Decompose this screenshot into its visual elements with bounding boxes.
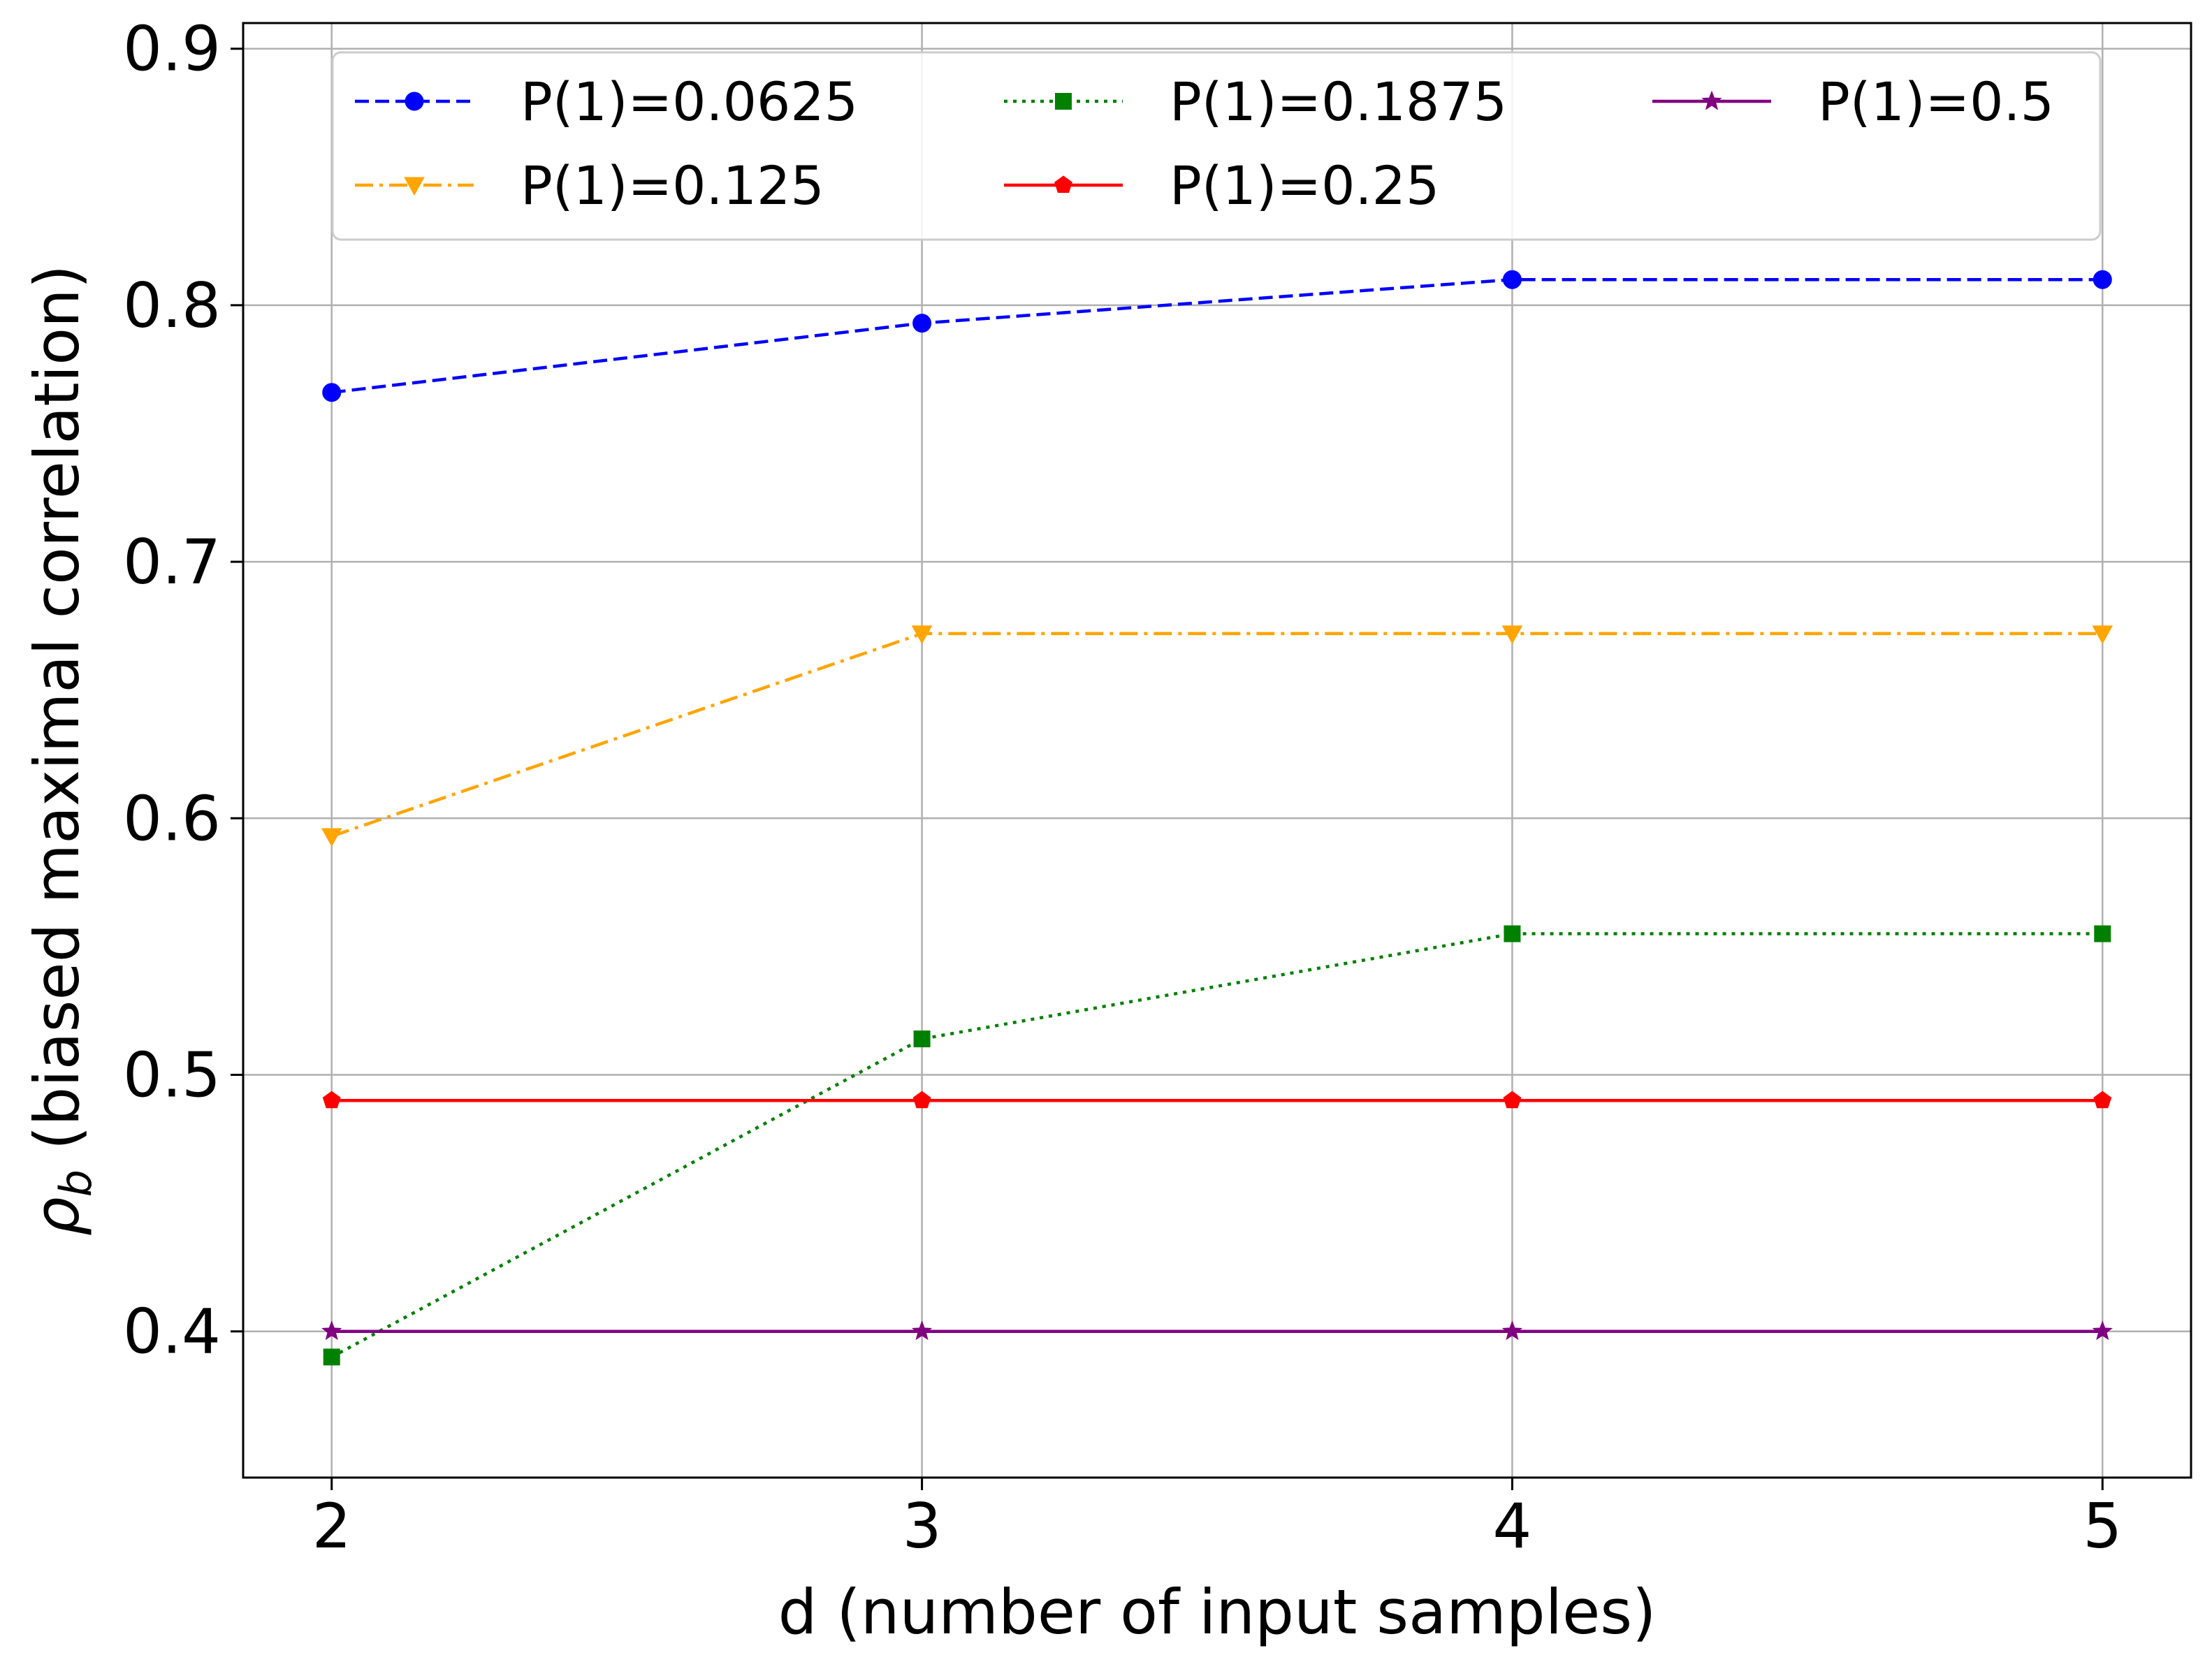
data-point (1501, 1320, 1523, 1341)
data-point (323, 1348, 340, 1366)
legend-swatch-marker (404, 177, 425, 196)
x-tick-label: 2 (312, 1490, 351, 1562)
x-tick-label: 5 (2083, 1490, 2122, 1562)
data-point (1503, 1091, 1522, 1109)
data-point (2093, 1091, 2112, 1109)
y-tick-label: 0.4 (123, 1296, 221, 1368)
legend-swatch-marker (1054, 175, 1072, 194)
series-lines (321, 270, 2113, 1366)
y-axis-title-text: (biased maximal correlation) (21, 265, 93, 1169)
legend-entry: P(1)=0.0625 (355, 71, 858, 133)
legend-label: P(1)=0.25 (1170, 154, 1439, 217)
x-axis: 2 3 4 5 (312, 1478, 2122, 1562)
series-2 (323, 925, 2111, 1366)
x-axis-title: d (number of input samples) (778, 1576, 1657, 1648)
data-point (322, 1091, 341, 1109)
series-line (330, 932, 2103, 1359)
y-tick-label: 0.5 (123, 1040, 221, 1112)
data-point (911, 1320, 933, 1341)
legend: P(1)=0.0625 P(1)=0.125 P(1)=0.1875 P(1)=0.2… (331, 51, 2102, 241)
y-tick-label: 0.8 (123, 270, 221, 342)
data-point (2092, 625, 2113, 644)
legend-entry: P(1)=0.125 (355, 154, 824, 217)
y-axis-title-subscript: b (50, 1169, 101, 1197)
legend-swatch-marker (1701, 90, 1722, 110)
data-point (2092, 1320, 2113, 1341)
y-tick-label: 0.9 (123, 13, 221, 85)
legend-entry: P(1)=0.5 (1652, 71, 2054, 133)
y-tick-label: 0.6 (123, 782, 221, 854)
x-tick-label: 3 (903, 1490, 942, 1562)
data-point (1501, 625, 1523, 644)
y-axis-title-symbol: ρ (21, 1197, 93, 1236)
data-point (1504, 925, 1521, 942)
data-point (911, 625, 933, 644)
legend-label: P(1)=0.5 (1818, 71, 2054, 133)
data-point (912, 314, 932, 333)
plot-frame (242, 22, 2192, 1479)
data-point (1502, 270, 1522, 289)
data-point (322, 383, 342, 402)
series-line (331, 277, 2103, 394)
y-tick-label: 0.7 (123, 526, 221, 598)
data-point (2093, 270, 2112, 289)
legend-label: P(1)=0.0625 (521, 71, 858, 133)
legend-swatch-marker (1055, 93, 1072, 110)
series-3 (322, 1091, 2112, 1109)
legend-entry: P(1)=0.25 (1004, 154, 1439, 217)
x-tick-label: 4 (1492, 1490, 1531, 1562)
data-point (913, 1030, 931, 1048)
data-point (2094, 925, 2111, 942)
y-axis: 0.4 0.5 0.6 0.7 0.8 0.9 (123, 13, 243, 1368)
legend-label: P(1)=0.1875 (1170, 71, 1507, 133)
data-point (321, 828, 342, 847)
series-4 (321, 1320, 2113, 1341)
data-point (321, 1320, 342, 1341)
legend-swatch-marker (405, 92, 424, 111)
series-1 (321, 625, 2113, 847)
y-axis-title: ρb (biased maximal correlation) (21, 265, 101, 1236)
series-0 (322, 270, 2112, 402)
data-point (912, 1091, 931, 1109)
series-line (330, 632, 2103, 838)
legend-box (331, 51, 2102, 241)
legend-label: P(1)=0.125 (521, 154, 824, 217)
grid (243, 23, 2191, 1478)
legend-entry: P(1)=0.1875 (1004, 71, 1507, 133)
